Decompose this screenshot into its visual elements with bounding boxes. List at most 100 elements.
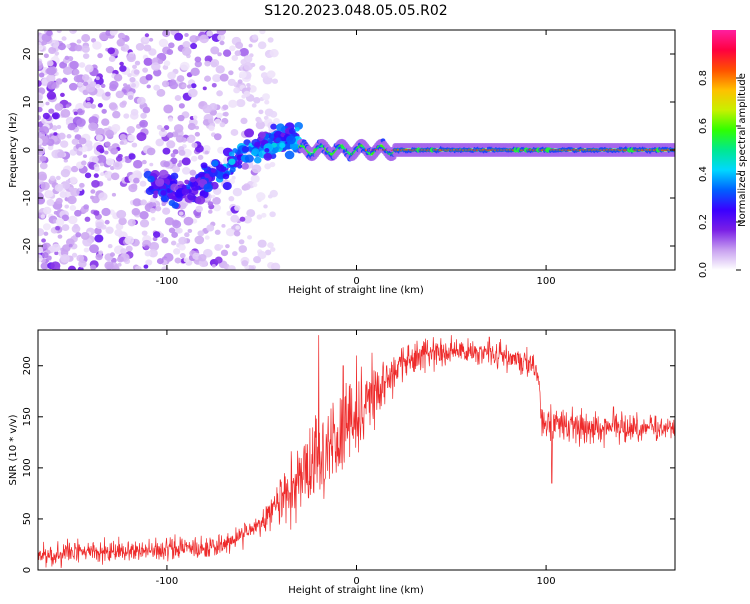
heatmap-cell <box>85 102 92 108</box>
heatmap-cell <box>252 182 258 188</box>
snr-series-line <box>38 335 675 569</box>
heatmap-cell <box>81 74 90 81</box>
heatmap-cell <box>119 61 124 66</box>
heatmap-cell <box>140 199 147 206</box>
heatmap-cell <box>179 61 190 71</box>
heatmap-cell <box>115 155 123 162</box>
heatmap-cell <box>271 146 279 154</box>
heatmap-cell <box>143 57 153 66</box>
heatmap-cell <box>51 243 61 252</box>
heatmap-cell <box>53 132 58 136</box>
heatmap-cell <box>56 124 62 130</box>
heatmap-cell <box>168 227 176 234</box>
heatmap-cell <box>91 38 97 43</box>
heatmap-cell <box>40 181 50 191</box>
heatmap-cell <box>257 239 267 248</box>
colorbar: 0.0 0.2 0.4 0.6 0.8 Normalized spectral ampl… <box>698 30 748 278</box>
heatmap-cell <box>244 154 254 163</box>
heatmap-cell <box>288 127 296 135</box>
heatmap-cell <box>270 262 281 270</box>
heatmap-cell <box>270 123 277 130</box>
heatmap-cell <box>671 151 675 157</box>
heatmap-cell <box>225 244 230 249</box>
heatmap-cell <box>69 204 77 211</box>
heatmap-cell <box>139 180 147 187</box>
snr-ylabel: SNR (10 * v/v) <box>8 414 19 485</box>
heatmap-cell <box>39 162 48 170</box>
heatmap-cell <box>178 103 185 109</box>
heatmap-cell <box>71 252 78 258</box>
heatmap-cell <box>176 75 185 82</box>
heatmap-cell <box>119 133 127 141</box>
heatmap-cell <box>108 102 118 110</box>
heatmap-cell <box>120 44 130 52</box>
heatmap-cell <box>45 101 50 106</box>
heatmap-cell <box>233 87 241 94</box>
heatmap-cell <box>156 258 164 265</box>
heatmap-cell <box>88 122 98 132</box>
heatmap-cell <box>211 263 216 268</box>
heatmap-cell <box>47 145 54 151</box>
heatmap-cell <box>86 97 91 101</box>
heatmap-cell <box>112 110 121 119</box>
heatmap-cell <box>181 184 187 190</box>
heatmap-cell <box>38 72 45 78</box>
heatmap-cell <box>251 103 257 108</box>
figure-title: S120.2023.048.05.05.R02 <box>264 3 447 19</box>
heatmap-cell <box>76 118 86 127</box>
heatmap-cell <box>211 194 216 199</box>
heatmap-cell <box>187 88 198 98</box>
heatmap-cell <box>53 210 58 215</box>
heatmap-cell <box>38 137 43 145</box>
heatmap-cell <box>76 39 82 44</box>
heatmap-cell <box>63 158 68 163</box>
heatmap-cell <box>130 108 139 116</box>
heatmap-cell <box>228 70 234 76</box>
heatmap-cell <box>115 90 125 99</box>
heatmap-cell <box>240 117 248 125</box>
heatmap-cell <box>211 160 219 167</box>
heatmap-cell <box>46 74 56 83</box>
heatmap-cell <box>231 225 236 230</box>
heatmap-cell <box>71 165 79 173</box>
y-tick-label: 50 <box>22 513 33 526</box>
heatmap-cell <box>38 94 43 101</box>
heatmap-cell <box>161 196 167 202</box>
heatmap-cell <box>182 41 191 49</box>
heatmap-cell <box>124 235 134 245</box>
heatmap-cell <box>101 118 110 126</box>
heatmap-cell <box>83 204 90 210</box>
heatmap-cell <box>93 173 99 178</box>
heatmap-cell <box>181 83 187 89</box>
heatmap-cell <box>269 211 276 218</box>
heatmap-cell <box>184 179 190 185</box>
heatmap-cell <box>189 176 197 183</box>
heatmap-cell <box>187 192 196 201</box>
heatmap-cell <box>109 252 115 257</box>
heatmap-cell <box>109 30 118 36</box>
heatmap-cell <box>232 187 243 197</box>
heatmap-cell <box>208 118 214 124</box>
heatmap-cell <box>120 248 127 255</box>
heatmap-cell <box>162 30 171 38</box>
heatmap-cell <box>239 216 246 222</box>
heatmap-cell <box>241 260 249 267</box>
heatmap-cell <box>170 153 176 158</box>
y-tick-label: 100 <box>22 458 33 477</box>
heatmap-cell <box>263 152 273 161</box>
heatmap-cell <box>89 244 99 254</box>
heatmap-cell <box>153 68 162 77</box>
heatmap-cell <box>39 126 50 135</box>
heatmap-cell <box>38 106 43 113</box>
heatmap-cell <box>153 190 159 196</box>
heatmap-cell <box>104 141 111 147</box>
heatmap-cell <box>75 102 85 112</box>
heatmap-cell <box>55 267 61 270</box>
heatmap-cell <box>221 166 227 172</box>
heatmap-cell <box>264 163 272 170</box>
heatmap-cell <box>187 122 196 131</box>
heatmap-cell <box>257 41 267 50</box>
y-tick-label: -20 <box>22 238 33 254</box>
heatmap-cell <box>217 34 225 42</box>
